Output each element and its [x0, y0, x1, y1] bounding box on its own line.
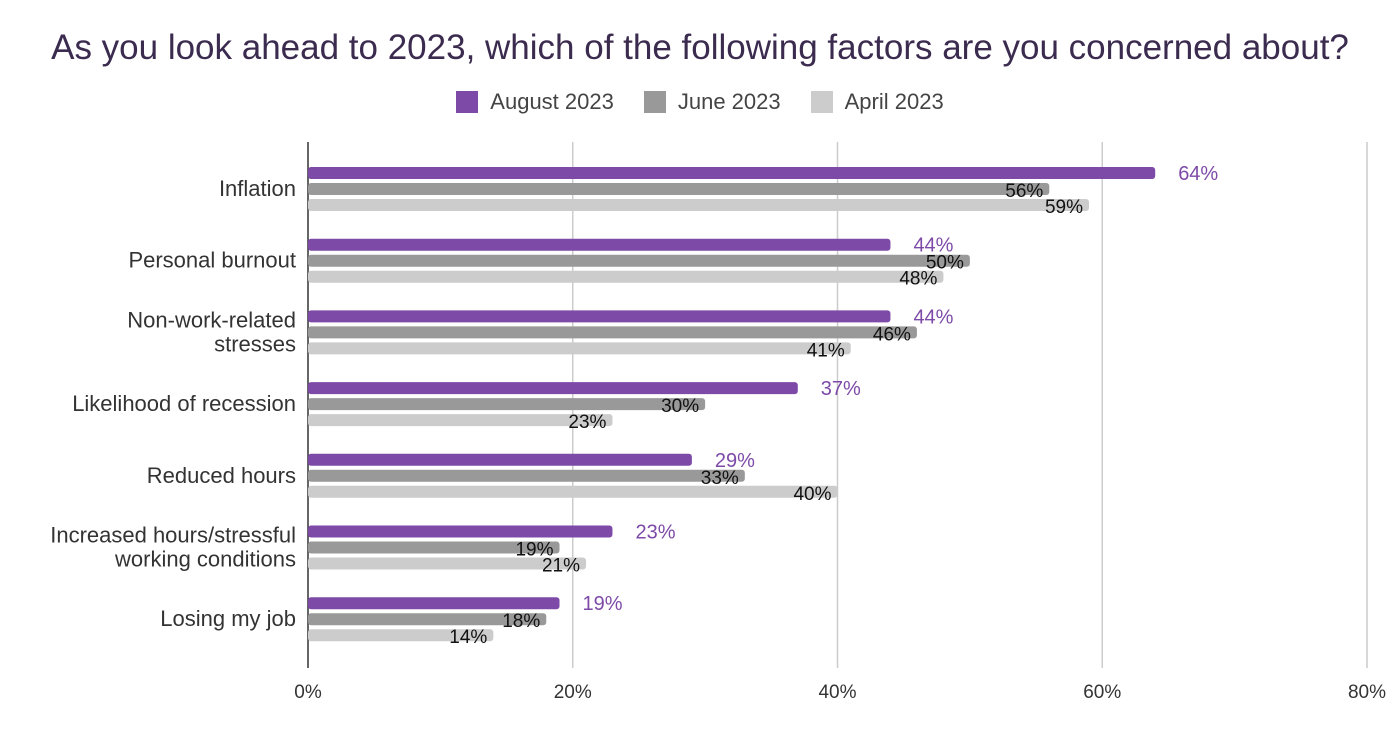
category-label: Non-work-related stresses: [127, 307, 296, 356]
data-label-april: 21%: [542, 556, 580, 577]
legend-item-august[interactable]: August 2023: [456, 89, 614, 115]
bar-august: [308, 453, 692, 466]
x-tick-label: 80%: [1348, 682, 1386, 703]
data-label-june: 33%: [701, 468, 739, 489]
data-label-april: 23%: [568, 412, 606, 433]
data-label-august: 44%: [913, 306, 953, 328]
data-label-june: 19%: [515, 540, 553, 561]
bar-june: [308, 398, 706, 411]
data-label-june: 18%: [502, 611, 540, 632]
x-tick-label: 0%: [294, 682, 322, 703]
legend: August 2023 June 2023 April 2023: [0, 89, 1400, 115]
category-label: Personal burnout: [128, 248, 296, 273]
category-label: Likelihood of recession: [72, 391, 296, 416]
bar-august: [308, 167, 1156, 179]
data-label-august: 29%: [715, 450, 755, 472]
data-label-august: 44%: [913, 235, 953, 257]
legend-item-april[interactable]: April 2023: [810, 89, 944, 115]
bar-june: [308, 254, 970, 267]
bar-april: [308, 485, 838, 498]
data-label-april: 40%: [793, 484, 831, 505]
chart-title: As you look ahead to 2023, which of the …: [51, 28, 1349, 67]
bar-june: [308, 613, 547, 626]
legend-swatch-april: [810, 91, 833, 113]
bar-august: [308, 238, 891, 251]
legend-label-june: June 2023: [677, 89, 781, 114]
bar-april: [308, 199, 1090, 211]
data-label-april: 14%: [449, 627, 487, 648]
data-label-april: 48%: [899, 269, 937, 290]
bar-august: [308, 310, 891, 323]
bar-august: [308, 597, 560, 610]
data-label-june: 50%: [926, 253, 964, 274]
x-tick-label: 20%: [554, 682, 592, 703]
legend-swatch-june: [643, 91, 666, 113]
data-label-april: 59%: [1045, 197, 1083, 218]
data-label-june: 46%: [873, 324, 911, 345]
legend-label-april: April 2023: [844, 89, 944, 114]
legend-swatch-august: [456, 91, 479, 113]
data-label-august: 19%: [583, 593, 623, 615]
x-tick-label: 40%: [818, 682, 856, 703]
bar-april: [308, 342, 851, 355]
category-label: Inflation: [219, 176, 296, 201]
bar-june: [308, 183, 1050, 195]
data-label-august: 23%: [635, 522, 675, 544]
data-label-august: 64%: [1178, 163, 1218, 185]
data-label-june: 56%: [1005, 181, 1043, 202]
data-label-april: 41%: [807, 340, 845, 361]
category-label: Increased hours/stressful working conditi…: [50, 523, 296, 572]
x-tick-label: 60%: [1083, 682, 1121, 703]
legend-item-june[interactable]: June 2023: [643, 89, 781, 115]
bar-june: [308, 541, 560, 554]
bar-june: [308, 326, 917, 339]
data-label-august: 37%: [821, 378, 861, 400]
bar-april: [308, 414, 613, 427]
data-label-june: 30%: [661, 396, 699, 417]
category-label: Reduced hours: [147, 463, 296, 488]
legend-label-august: August 2023: [490, 89, 614, 114]
bar-june: [308, 469, 745, 482]
bar-august: [308, 525, 613, 538]
bar-april: [308, 629, 494, 642]
bar-april: [308, 270, 944, 283]
category-label: Losing my job: [160, 606, 296, 631]
bar-april: [308, 557, 586, 570]
bar-august: [308, 382, 798, 395]
